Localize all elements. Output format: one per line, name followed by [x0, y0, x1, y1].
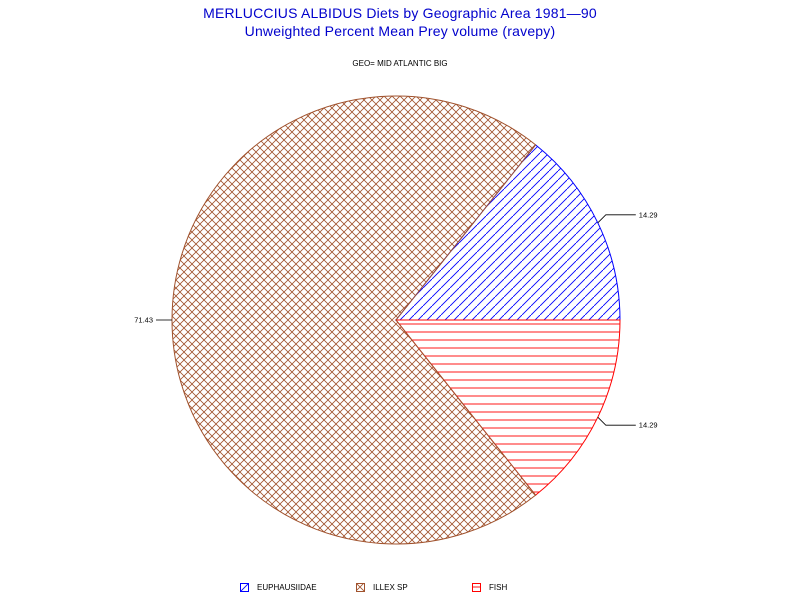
legend-item: EUPHAUSIIDAE — [240, 583, 317, 592]
geo-label: GEO= MID ATLANTIC BIG — [352, 59, 448, 68]
leader-line — [597, 214, 636, 224]
legend-label: ILLEX SP — [373, 583, 408, 592]
legend-label: FISH — [489, 583, 508, 592]
data-label: 14.29 — [639, 210, 658, 219]
pie-slice-euphausiidae — [394, 144, 621, 321]
legend-swatch — [472, 583, 481, 592]
legend-item: FISH — [472, 583, 507, 592]
leader-line — [597, 416, 636, 426]
legend-label: EUPHAUSIIDAE — [257, 583, 317, 592]
pie-slice-illex-sp — [171, 95, 537, 545]
legend-item: ILLEX SP — [356, 583, 408, 592]
data-label: 14.29 — [639, 421, 658, 430]
legend-swatch — [240, 583, 249, 592]
legend: EUPHAUSIIDAE ILLEX SP FISH — [0, 583, 800, 597]
chart-subtitle: Unweighted Percent Mean Prey volume (rav… — [244, 23, 556, 39]
legend-swatch — [356, 583, 365, 592]
chart-title: MERLUCCIUS ALBIDUS Diets by Geographic A… — [203, 5, 597, 21]
data-label: 71.43 — [134, 316, 153, 325]
pie-slice-fish — [394, 319, 621, 496]
